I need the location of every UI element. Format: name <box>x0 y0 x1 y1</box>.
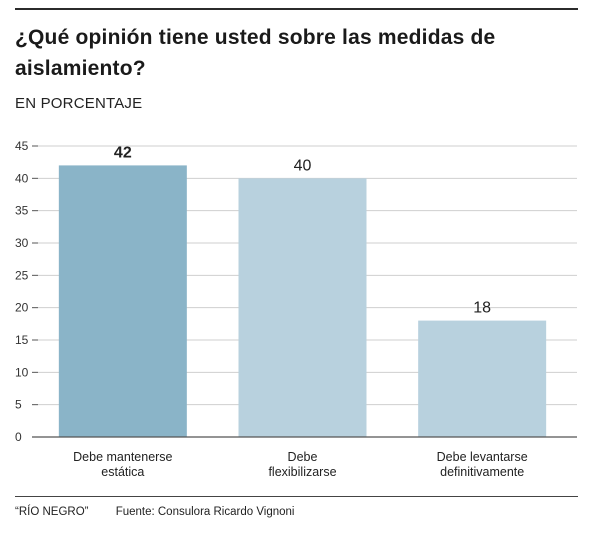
x-tick-label: definitivamente <box>440 465 524 479</box>
x-tick-label: flexibilizarse <box>268 465 336 479</box>
x-tick-label: estática <box>101 465 144 479</box>
y-tick-label: 30 <box>15 236 29 250</box>
y-tick-label: 15 <box>15 333 29 347</box>
bar-chart: 0 5 10 15 20 25 30 35 40 45 42 Debe mantenerseestát… <box>15 139 577 479</box>
bar <box>58 165 187 437</box>
y-tick-label: 35 <box>15 204 29 218</box>
y-tick-label: 5 <box>15 398 22 412</box>
footer-credit: “RÍO NEGRO” <box>15 506 89 518</box>
y-tick-label: 45 <box>15 139 29 153</box>
bar <box>418 320 547 437</box>
footer: “RÍO NEGRO” Fuente: Consulora Ricardo Vi… <box>15 506 294 518</box>
top-rule <box>15 8 578 10</box>
x-tick-label: Debe mantenerse <box>73 450 172 464</box>
y-tick-label: 0 <box>15 430 22 444</box>
chart-subtitle: EN PORCENTAJE <box>15 95 143 112</box>
x-tick-label: Debe <box>288 450 318 464</box>
bar <box>238 178 367 438</box>
bottom-rule <box>15 496 578 497</box>
chart-title: ¿Qué opinión tiene usted sobre las medid… <box>15 26 496 80</box>
x-tick-label: Debe levantarse <box>437 450 528 464</box>
y-tick-label: 40 <box>15 171 29 185</box>
y-tick-label: 25 <box>15 268 29 282</box>
data-label: 40 <box>294 157 312 174</box>
footer-source: Fuente: Consulora Ricardo Vignoni <box>115 506 295 518</box>
y-tick-label: 10 <box>15 365 29 379</box>
y-tick-label: 20 <box>15 301 29 315</box>
data-label: 18 <box>473 300 491 317</box>
data-label: 42 <box>114 144 132 161</box>
